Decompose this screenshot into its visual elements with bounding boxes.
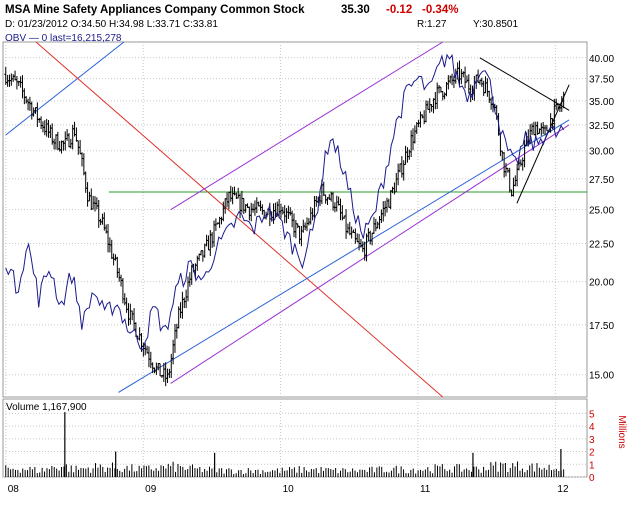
- trendline-purple: [170, 41, 443, 211]
- price-tick-label: 22.50: [589, 240, 614, 251]
- time-tick-label: 09: [145, 484, 157, 495]
- price-bars: [4, 60, 566, 387]
- price-change: -0.12: [386, 4, 412, 16]
- price-change-pct: -0.34%: [422, 4, 458, 16]
- time-tick-label: 10: [283, 484, 295, 495]
- price-axis-ticks: 15.00 17.50 20.00 22.50 25.00 27.50 30.00 32.50…: [589, 54, 614, 382]
- time-tick-label: 11: [420, 484, 431, 495]
- grid-lines: [3, 42, 587, 478]
- price-tick-label: 37.50: [589, 75, 614, 86]
- price-pane-frame: [2, 41, 588, 398]
- price-tick-label: 15.00: [589, 371, 614, 382]
- volume-tick-label: 2: [589, 448, 595, 459]
- volume-axis-ticks: 0 12 3 4 5: [589, 409, 595, 484]
- price-tick-label: 30.00: [589, 147, 614, 158]
- time-tick-label: 12: [557, 484, 569, 495]
- time-tick-label: 08: [8, 484, 20, 495]
- volume-tick-label: 0: [589, 473, 595, 484]
- volume-label: Volume 1,167,900: [6, 402, 87, 413]
- trendline-red: [35, 41, 444, 398]
- price-tick-label: 32.50: [589, 121, 614, 132]
- obv-line: [5, 53, 565, 351]
- volume-tick-label: 5: [589, 409, 595, 420]
- obv-legend: OBV — 0 last=16,215,278: [5, 33, 122, 44]
- price-tick-label: 35.00: [589, 97, 614, 108]
- volume-tick-label: 4: [589, 422, 595, 433]
- y-readout: Y:30.8501: [473, 19, 518, 30]
- trendline-blue: [118, 119, 570, 393]
- price-tick-label: 25.00: [589, 206, 614, 217]
- time-axis-ticks: 08 09 10 11 12: [8, 484, 569, 495]
- ohlc-readout: D: 01/23/2012 O:34.50 H:34.98 L:33.71 C:…: [5, 19, 218, 30]
- volume-tick-label: 1: [589, 460, 595, 471]
- price-tick-label: 27.50: [589, 175, 614, 186]
- price-tick-label: 40.00: [589, 54, 614, 65]
- r-readout: R:1.27: [417, 19, 447, 30]
- price-tick-label: 20.00: [589, 278, 614, 289]
- last-price: 35.30: [341, 4, 370, 16]
- trendline-purple: [170, 124, 570, 384]
- volume-unit-label: Millions: [616, 415, 627, 448]
- obv-line-group: [5, 53, 565, 351]
- chart-title: MSA Mine Safety Appliances Company Commo…: [5, 4, 305, 16]
- trendline-blue: [5, 41, 125, 136]
- price-tick-label: 17.50: [589, 321, 614, 332]
- volume-bars: [5, 412, 565, 477]
- volume-tick-label: 3: [589, 435, 595, 446]
